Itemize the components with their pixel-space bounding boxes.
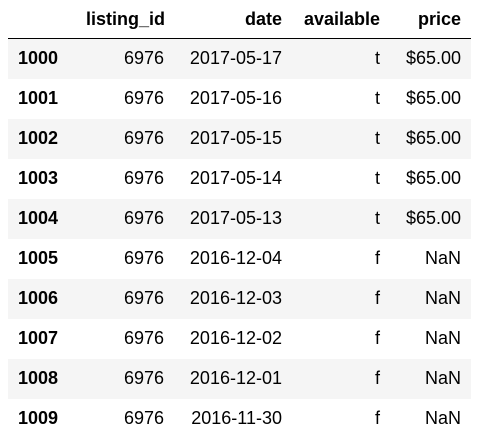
cell-listing-id: 6976 (123, 368, 164, 388)
table-header: listing_id date available price (8, 0, 471, 39)
cell-listing-id: 6976 (123, 128, 164, 148)
cell-available: f (374, 408, 380, 428)
cell-price: $65.00 (405, 208, 461, 228)
table-row: 1002 6976 2017-05-15 t $65.00 (8, 118, 471, 159)
header-date: date (174, 0, 292, 39)
cell-price: NaN (424, 328, 461, 348)
cell-listing-id: 6976 (123, 48, 164, 69)
cell-listing-id: 6976 (123, 288, 164, 308)
cell-listing-id: 6976 (123, 248, 164, 268)
cell-price: $65.00 (405, 88, 461, 108)
table-row: 1006 6976 2016-12-03 f NaN (8, 278, 471, 319)
cell-price: $65.00 (405, 48, 461, 69)
cell-date: 2017-05-17 (189, 48, 282, 69)
row-index: 1004 (18, 208, 59, 228)
cell-date: 2017-05-13 (189, 208, 282, 228)
cell-date: 2017-05-14 (189, 168, 282, 188)
row-index: 1000 (18, 48, 59, 69)
cell-date: 2017-05-16 (189, 88, 282, 108)
cell-available: f (374, 288, 380, 308)
cell-listing-id: 6976 (123, 408, 164, 428)
cell-available: f (374, 368, 380, 388)
table-row: 1000 6976 2017-05-17 t $65.00 (8, 38, 471, 79)
table-row: 1008 6976 2016-12-01 f NaN (8, 358, 471, 399)
cell-listing-id: 6976 (123, 208, 164, 228)
table-row: 1007 6976 2016-12-02 f NaN (8, 318, 471, 359)
row-index: 1003 (18, 168, 59, 188)
row-index: 1001 (18, 88, 59, 108)
dataframe-output: listing_id date available price 1000 6976… (8, 0, 471, 439)
cell-price: NaN (424, 368, 461, 388)
row-index: 1002 (18, 128, 59, 148)
row-index: 1007 (18, 328, 59, 348)
cell-date: 2016-12-02 (189, 328, 282, 348)
table-row: 1005 6976 2016-12-04 f NaN (8, 238, 471, 279)
cell-available: f (374, 328, 380, 348)
table-row: 1004 6976 2017-05-13 t $65.00 (8, 198, 471, 239)
header-listing-id: listing_id (78, 0, 174, 39)
header-price: price (390, 0, 471, 39)
table-row: 1003 6976 2017-05-14 t $65.00 (8, 158, 471, 199)
cell-available: f (374, 248, 380, 268)
table-row: 1009 6976 2016-11-30 f NaN (8, 398, 471, 439)
row-index: 1005 (18, 248, 59, 268)
cell-available: t (374, 128, 380, 148)
header-available: available (292, 0, 390, 39)
cell-price: NaN (424, 248, 461, 268)
row-index: 1006 (18, 288, 59, 308)
cell-listing-id: 6976 (123, 328, 164, 348)
dataframe-table: listing_id date available price 1000 6976… (8, 0, 471, 439)
row-index: 1008 (18, 368, 59, 388)
cell-available: t (374, 88, 380, 108)
cell-price: $65.00 (405, 168, 461, 188)
cell-price: NaN (424, 408, 461, 428)
cell-price: $65.00 (405, 128, 461, 148)
cell-date: 2016-12-01 (189, 368, 282, 388)
cell-listing-id: 6976 (123, 168, 164, 188)
table-body: 1000 6976 2017-05-17 t $65.00 1001 6976 2017-05… (8, 38, 471, 439)
cell-price: NaN (424, 288, 461, 308)
header-index (8, 0, 78, 39)
table-row: 1001 6976 2017-05-16 t $65.00 (8, 78, 471, 119)
cell-listing-id: 6976 (123, 88, 164, 108)
cell-date: 2016-12-03 (189, 288, 282, 308)
cell-date: 2016-11-30 (191, 408, 282, 428)
cell-date: 2016-12-04 (189, 248, 282, 268)
header-row: listing_id date available price (8, 0, 471, 39)
row-index: 1009 (18, 408, 59, 428)
cell-available: t (374, 208, 380, 228)
cell-date: 2017-05-15 (189, 128, 282, 148)
cell-available: t (374, 168, 380, 188)
cell-available: t (374, 48, 380, 69)
